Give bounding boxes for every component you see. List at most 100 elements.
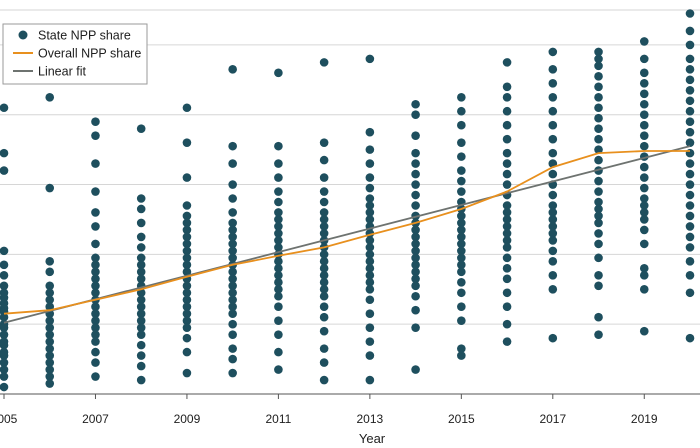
x-tick-label: 2015 <box>448 412 475 426</box>
data-point <box>182 173 192 182</box>
data-point <box>594 113 603 123</box>
data-point <box>411 180 420 189</box>
overall-npp-share-line <box>3 150 690 315</box>
data-point <box>639 284 649 294</box>
data-point <box>411 148 420 158</box>
data-point <box>457 232 466 242</box>
data-point <box>685 180 695 189</box>
data-point <box>319 284 329 294</box>
data-point <box>45 351 55 360</box>
data-point <box>45 358 55 367</box>
data-point <box>228 246 237 256</box>
data-point <box>0 271 9 280</box>
data-point <box>228 354 237 364</box>
data-point <box>548 229 558 238</box>
data-point <box>685 288 695 298</box>
data-point <box>548 208 558 217</box>
data-point <box>319 271 329 280</box>
data-point <box>319 222 329 231</box>
data-point <box>45 379 55 388</box>
data-point <box>45 267 55 277</box>
data-point <box>502 169 512 179</box>
data-point <box>685 85 695 95</box>
data-point <box>319 375 329 385</box>
data-point <box>182 138 192 147</box>
data-point <box>91 337 100 346</box>
data-point <box>228 344 237 353</box>
data-point <box>182 316 192 325</box>
data-point <box>319 277 329 287</box>
data-point <box>91 372 100 381</box>
data-point <box>502 106 512 116</box>
linear-fit-line <box>3 145 691 324</box>
data-point <box>502 264 512 273</box>
data-point <box>502 82 512 92</box>
data-point <box>685 96 695 106</box>
data-point <box>639 264 649 273</box>
data-point <box>548 222 558 231</box>
data-point <box>457 218 466 228</box>
data-point <box>228 239 237 249</box>
data-point <box>594 176 603 186</box>
data-point <box>411 131 420 140</box>
data-point <box>365 284 375 294</box>
data-point <box>91 316 100 325</box>
data-point <box>91 274 100 284</box>
x-tick-label: 2019 <box>631 412 658 426</box>
data-point <box>319 197 329 207</box>
data-point <box>45 337 55 346</box>
data-point <box>228 159 237 168</box>
data-point <box>639 215 649 224</box>
data-point <box>45 323 55 332</box>
data-point <box>136 361 146 371</box>
data-point <box>411 110 420 120</box>
data-point <box>502 148 512 158</box>
data-point <box>45 92 55 102</box>
data-point <box>639 68 649 78</box>
data-point <box>136 330 146 339</box>
data-point <box>685 333 695 343</box>
data-point <box>457 344 466 353</box>
data-point <box>136 309 146 319</box>
data-point <box>45 288 55 298</box>
data-point <box>274 197 283 207</box>
data-point <box>411 274 420 284</box>
data-point <box>365 215 375 224</box>
data-point <box>411 365 420 374</box>
data-point <box>91 302 100 312</box>
data-point <box>457 239 466 249</box>
x-axis-title: Year <box>359 431 386 446</box>
data-point <box>365 351 375 360</box>
data-point <box>365 264 375 273</box>
data-point <box>685 117 695 127</box>
data-point <box>457 351 466 360</box>
data-point <box>594 82 603 92</box>
data-point <box>274 347 283 357</box>
data-point <box>91 260 100 270</box>
data-point <box>319 302 329 312</box>
data-point <box>274 302 283 312</box>
data-point <box>319 187 329 196</box>
data-point <box>685 222 695 231</box>
data-point <box>548 215 558 224</box>
data-point <box>411 239 420 249</box>
data-point <box>274 264 283 273</box>
data-point <box>502 229 512 238</box>
data-point <box>594 330 603 339</box>
data-point <box>548 246 558 256</box>
data-point <box>594 61 603 71</box>
data-point <box>0 148 9 158</box>
data-point <box>639 208 649 217</box>
data-point <box>594 145 603 154</box>
data-point <box>319 58 329 67</box>
data-point <box>182 260 192 270</box>
data-point <box>136 218 146 228</box>
data-point <box>594 204 603 214</box>
data-point <box>182 103 192 113</box>
data-point <box>685 9 695 18</box>
data-point <box>365 295 375 305</box>
data-point <box>594 124 603 133</box>
data-point <box>685 40 695 50</box>
data-point <box>0 365 9 374</box>
data-point <box>91 358 100 367</box>
